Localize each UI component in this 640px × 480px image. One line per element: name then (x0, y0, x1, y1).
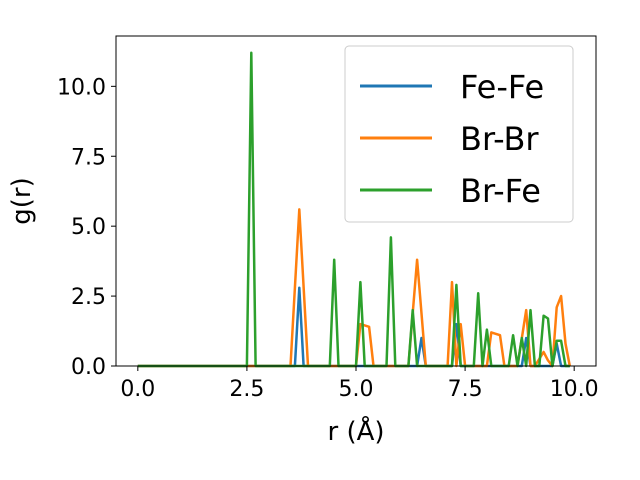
series-line-fe-fe (137, 286, 570, 368)
y-tick-label: 2.5 (71, 285, 106, 310)
x-tick-label: 5.0 (339, 377, 374, 402)
x-tick-label: 0.0 (120, 377, 155, 402)
y-axis-ticks: 0.0 2.5 5.0 7.5 10.0 (57, 75, 116, 380)
x-tick-label: 7.5 (448, 377, 483, 402)
series-line-br-br (137, 208, 572, 368)
x-tick-label: 10.0 (550, 377, 599, 402)
y-tick-label: 0.0 (71, 355, 106, 380)
x-tick-label: 2.5 (229, 377, 264, 402)
x-axis-label: r (Å) (327, 415, 384, 447)
legend-label-br-br: Br-Br (460, 120, 539, 158)
y-tick-label: 5.0 (71, 215, 106, 240)
legend-label-br-fe: Br-Fe (460, 172, 541, 210)
legend-frame (344, 45, 574, 223)
legend-label-fe-fe: Fe-Fe (460, 68, 544, 106)
y-axis-label: g(r) (7, 177, 37, 224)
y-tick-label: 10.0 (57, 75, 106, 100)
legend: Fe-Fe Br-Br Br-Fe (344, 45, 574, 223)
y-tick-label: 7.5 (71, 145, 106, 170)
x-axis-ticks: 0.0 2.5 5.0 7.5 10.0 (120, 366, 599, 402)
